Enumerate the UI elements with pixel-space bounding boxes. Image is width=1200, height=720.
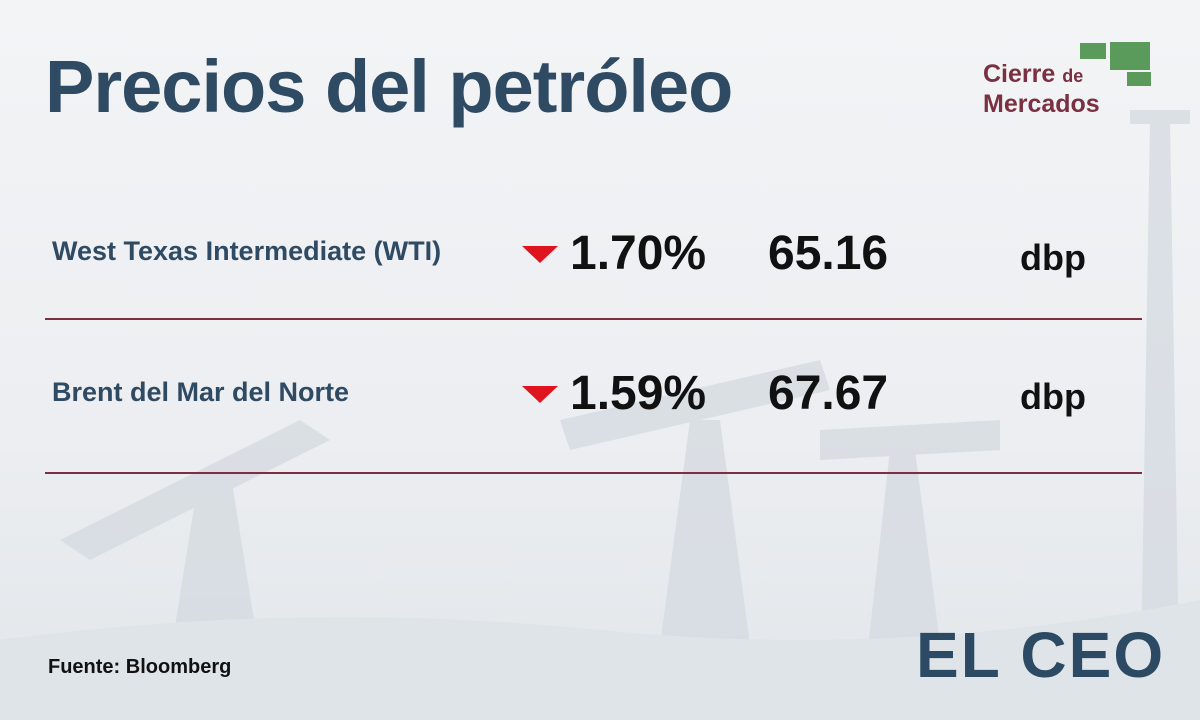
badge-text-small: de (1062, 66, 1084, 86)
divider (45, 318, 1142, 320)
down-arrow (522, 246, 558, 263)
row-name: Brent del Mar del Norte (52, 377, 350, 407)
row-name: West Texas Intermediate (WTI) (52, 236, 442, 266)
badge-text: Mercados (983, 90, 1100, 118)
row-change: 1.59% (570, 367, 707, 420)
row-price: 67.67 (768, 367, 889, 420)
row-change: 1.70% (570, 227, 707, 280)
row-unit: dbp (1020, 237, 1086, 278)
divider (45, 472, 1142, 474)
badge-text: Cierre (983, 60, 1056, 88)
badge-line: Cierre de (983, 60, 1083, 89)
row-price: 65.16 (768, 227, 889, 280)
down-arrow (522, 386, 558, 403)
source: Fuente: Bloomberg (48, 656, 232, 678)
logo: EL CEO (916, 619, 1166, 691)
title: Precios del petróleo (45, 45, 733, 128)
row-unit: dbp (1020, 376, 1086, 417)
